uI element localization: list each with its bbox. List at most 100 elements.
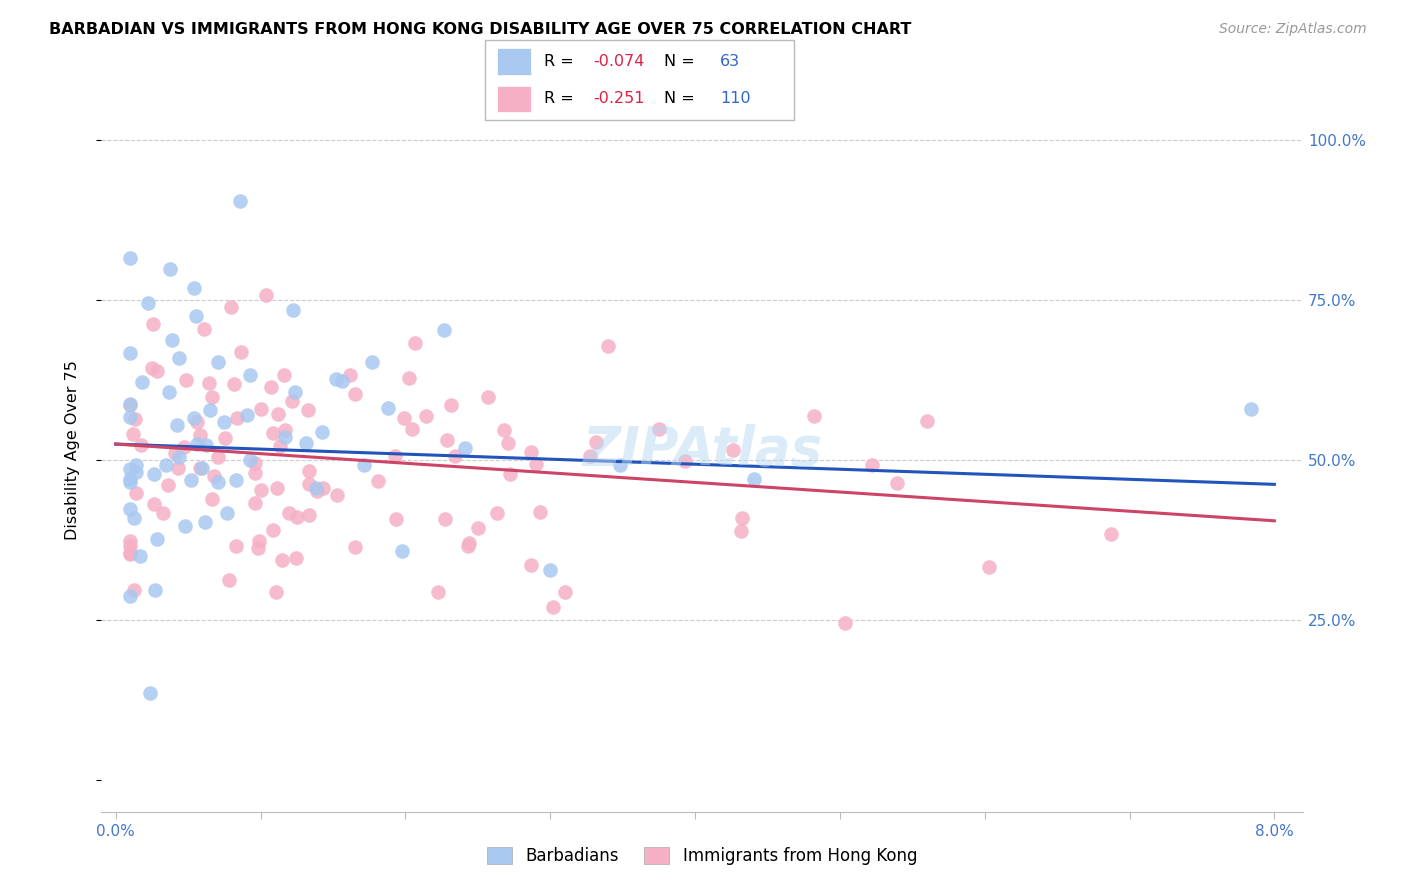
Point [467, 520, 489, 534]
Point [979, 560, 1001, 574]
Point [326, 488, 349, 502]
Point [486, 506, 509, 520]
Point [146, 532, 169, 546]
Point [173, 440, 195, 454]
Point [297, 403, 319, 417]
Point [249, 483, 271, 497]
Point [195, 438, 218, 452]
Text: R =: R = [544, 54, 579, 70]
Point [186, 310, 208, 324]
Point [120, 534, 142, 549]
Point [174, 373, 197, 387]
Point [239, 453, 262, 467]
Point [217, 506, 239, 520]
Point [166, 417, 188, 432]
Point [167, 351, 190, 365]
Point [274, 423, 297, 437]
Point [201, 492, 224, 507]
Point [180, 474, 202, 488]
Point [453, 441, 475, 455]
Point [225, 539, 247, 553]
Point [156, 478, 179, 492]
Text: ZIPAtlas: ZIPAtlas [582, 425, 823, 476]
Point [120, 397, 142, 411]
Point [524, 457, 547, 471]
Point [436, 433, 458, 447]
Point [125, 466, 148, 480]
Point [377, 401, 399, 415]
Point [915, 414, 938, 428]
Point [194, 515, 217, 529]
Point [129, 549, 152, 563]
Point [673, 453, 696, 467]
Text: Source: ZipAtlas.com: Source: ZipAtlas.com [1219, 22, 1367, 37]
Point [141, 361, 163, 376]
Point [129, 438, 152, 452]
Point [120, 462, 142, 476]
Point [267, 407, 290, 421]
Point [262, 426, 284, 441]
Point [330, 374, 353, 388]
Text: -0.251: -0.251 [593, 91, 645, 106]
Point [295, 436, 318, 450]
Point [236, 408, 259, 422]
Point [193, 322, 215, 336]
Point [494, 423, 516, 437]
Point [207, 355, 229, 369]
Point [143, 497, 166, 511]
Point [120, 410, 142, 425]
Point [207, 450, 229, 465]
Point [198, 376, 221, 391]
Point [404, 336, 426, 351]
Point [139, 686, 162, 700]
Point [188, 428, 211, 442]
Point [264, 585, 287, 599]
Point [499, 467, 522, 482]
Point [457, 535, 479, 549]
Point [200, 403, 222, 417]
Point [207, 475, 229, 490]
Point [183, 280, 205, 294]
Point [225, 474, 247, 488]
Text: 63: 63 [720, 54, 741, 70]
Point [273, 368, 295, 383]
Point [730, 524, 752, 538]
Point [648, 422, 671, 436]
Point [434, 511, 457, 525]
Point [385, 512, 408, 526]
Point [1099, 527, 1122, 541]
Point [125, 458, 148, 472]
Point [529, 505, 551, 519]
Point [143, 582, 166, 597]
Point [262, 524, 284, 538]
Point [307, 483, 329, 498]
Point [229, 345, 252, 359]
Point [269, 439, 291, 453]
Point [239, 368, 262, 382]
Point [214, 431, 236, 445]
Point [361, 355, 384, 369]
Point [120, 251, 142, 265]
Point [401, 422, 423, 436]
Point [343, 540, 366, 554]
Text: BARBADIAN VS IMMIGRANTS FROM HONG KONG DISABILITY AGE OVER 75 CORRELATION CHART: BARBADIAN VS IMMIGRANTS FROM HONG KONG D… [49, 22, 911, 37]
Point [120, 475, 142, 489]
Point [731, 510, 754, 524]
Point [343, 387, 366, 401]
Point [142, 317, 165, 331]
Point [519, 558, 541, 572]
Point [243, 496, 266, 510]
Point [426, 584, 449, 599]
Point [214, 416, 236, 430]
Point [167, 461, 190, 475]
Point [311, 425, 333, 439]
Point [186, 437, 208, 451]
Point [554, 585, 576, 599]
Point [124, 582, 146, 597]
Point [280, 393, 302, 408]
Point [305, 481, 328, 495]
Point [498, 436, 520, 450]
Point [165, 446, 187, 460]
FancyBboxPatch shape [485, 40, 794, 120]
Point [201, 390, 224, 404]
